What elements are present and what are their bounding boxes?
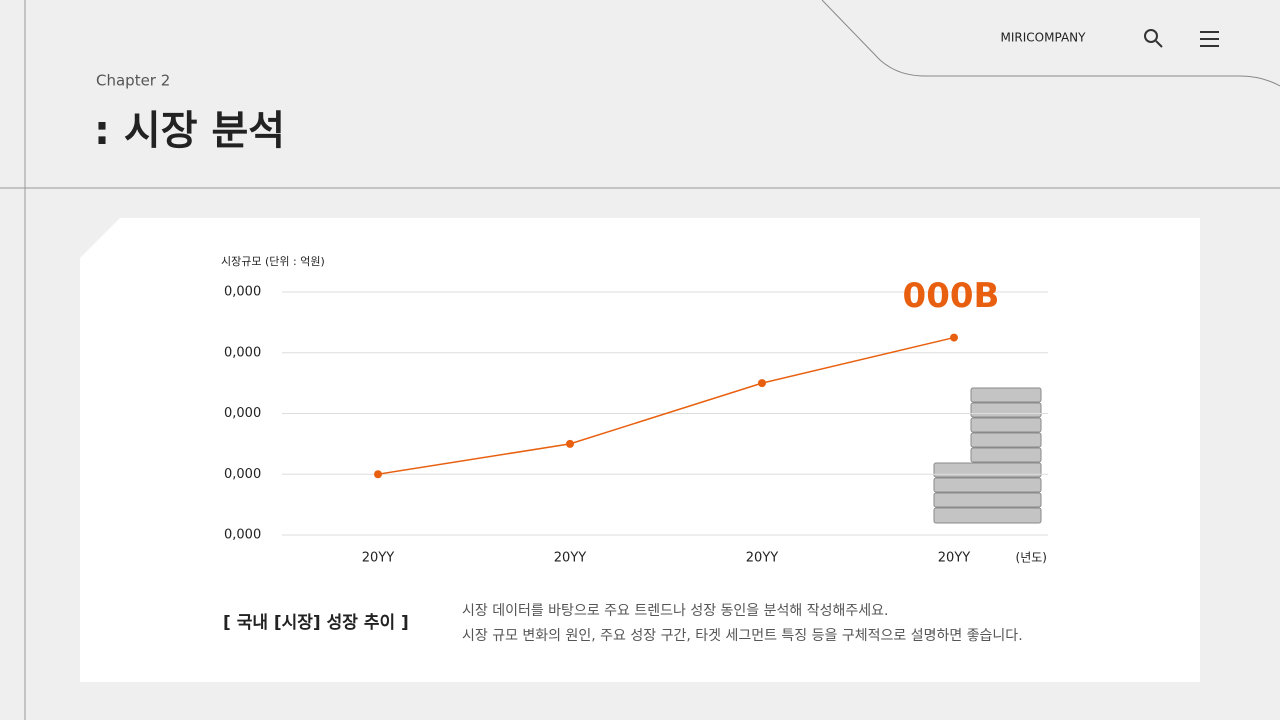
x-tick-label: 20YY — [554, 551, 586, 566]
card — [80, 218, 1200, 682]
caption-line: 시장 규모 변화의 원인, 주요 성장 구간, 타겟 세그먼트 특징 등을 구체… — [462, 628, 1023, 644]
y-tick-label: 0,000 — [224, 285, 261, 300]
coin-stack — [933, 387, 1042, 524]
decor-curve — [821, 0, 1280, 87]
search-icon[interactable] — [1144, 29, 1163, 48]
y-tick-label: 0,000 — [224, 406, 261, 421]
annotation: 000B — [903, 276, 1000, 316]
y-tick-label: 0,000 — [224, 345, 261, 360]
x-tick-label: 20YY — [746, 551, 778, 566]
x-unit: (년도) — [1016, 551, 1047, 565]
page-title: : 시장 분석 — [94, 108, 285, 154]
caption-line: 시장 데이터를 바탕으로 주요 트렌드나 성장 동인을 분석해 작성해주세요. — [462, 603, 888, 619]
brand: MIRICOMPANY — [1001, 31, 1087, 45]
y-tick-label: 0,000 — [224, 528, 261, 543]
caption-title: [ 국내 [시장] 성장 추이 ] — [223, 613, 409, 633]
chapter: Chapter 2 — [96, 72, 170, 90]
data-point — [758, 379, 766, 388]
menu-icon[interactable] — [1200, 31, 1219, 47]
x-tick-label: 20YY — [938, 551, 970, 566]
y-axis-label: 시장규모 (단위 : 억원) — [221, 255, 325, 268]
y-tick-label: 0,000 — [224, 467, 261, 482]
x-tick-label: 20YY — [362, 551, 394, 566]
data-point — [374, 470, 382, 479]
data-point — [950, 333, 958, 342]
data-line — [377, 336, 955, 475]
data-point — [566, 439, 574, 448]
